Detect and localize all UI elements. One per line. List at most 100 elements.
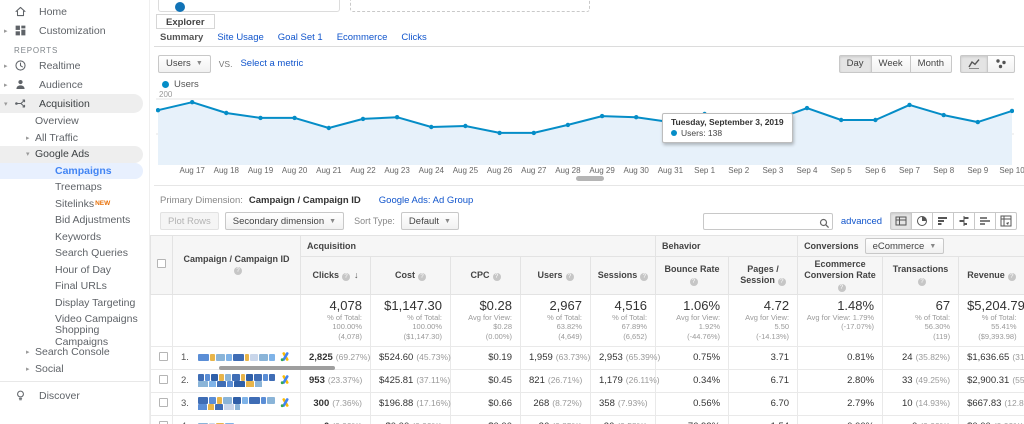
sidebar-item-sitelinks[interactable]: Sitelinks NEW — [0, 196, 143, 213]
sort-type-dropdown[interactable]: Default ▼ — [400, 212, 459, 230]
conversions-type-dropdown[interactable]: eCommerce ▼ — [864, 238, 945, 254]
subtab-clicks[interactable]: Clicks — [401, 31, 427, 43]
subtab-goal-set-1[interactable]: Goal Set 1 — [277, 31, 323, 43]
sidebar-item-keywords[interactable]: Keywords — [0, 229, 143, 246]
search-icon[interactable] — [819, 216, 830, 234]
row-checkbox[interactable] — [159, 397, 168, 407]
help-icon[interactable]: ? — [689, 278, 698, 287]
sidebar-item-shopping-campaigns[interactable]: Shopping Campaigns — [0, 324, 143, 348]
percentage-view-button[interactable] — [911, 212, 934, 230]
horizontal-scrollbar-thumb[interactable] — [219, 365, 335, 370]
metric-cell: 10 (14.93%) — [882, 391, 959, 416]
chart-collapse-handle[interactable] — [575, 176, 604, 181]
help-icon[interactable]: ? — [342, 272, 351, 281]
row-checkbox[interactable] — [159, 374, 168, 384]
help-icon[interactable]: ? — [777, 278, 786, 287]
advanced-search-link[interactable]: advanced — [840, 215, 883, 227]
line-chart-view-button[interactable] — [960, 54, 989, 73]
cell-value: $0.00 — [967, 421, 991, 424]
cell-value: 2,825 — [309, 352, 333, 364]
discover-icon — [13, 388, 28, 403]
sidebar-item-search-queries[interactable]: Search Queries — [0, 245, 143, 262]
redacted-campaign-name[interactable] — [198, 353, 275, 362]
subtab-site-usage[interactable]: Site Usage — [217, 31, 264, 43]
column-header-transactions[interactable]: Transactions? — [882, 256, 960, 295]
sidebar-item-acquisition[interactable]: ▾ Acquisition — [0, 94, 143, 113]
select-metric-link[interactable]: Select a metric — [240, 58, 304, 69]
segment-chip-all-users[interactable] — [158, 0, 340, 12]
search-input[interactable] — [702, 212, 833, 230]
sidebar-item-video-campaigns[interactable]: Video Campaigns — [0, 311, 143, 328]
sidebar-item-search-console[interactable]: ▸ Search Console — [0, 344, 143, 361]
column-header-revenue[interactable]: Revenue? — [958, 256, 1024, 295]
help-icon[interactable]: ? — [492, 272, 501, 281]
column-header-sessions[interactable]: Sessions? — [589, 256, 657, 295]
sidebar-item-campaigns[interactable]: Campaigns — [0, 162, 143, 179]
sidebar-item-social[interactable]: ▸ Social — [0, 361, 143, 378]
sidebar-item-realtime[interactable]: ▸ Realtime — [0, 56, 143, 75]
column-header-ecommerce-conversion-rate[interactable]: Ecommerce Conversion Rate? — [797, 256, 884, 295]
help-icon[interactable]: ? — [234, 267, 242, 276]
subtab-summary[interactable]: Summary — [160, 31, 204, 43]
month-granularity-button[interactable]: Month — [909, 54, 953, 73]
sidebar-item-discover[interactable]: Discover — [0, 386, 143, 405]
acquisition-icon — [13, 96, 28, 111]
chevron-right-icon[interactable]: ▸ — [26, 134, 30, 142]
secondary-dimension-dropdown[interactable]: Secondary dimension ▼ — [224, 212, 345, 230]
comparison-view-button[interactable] — [953, 212, 976, 230]
sidebar-item-all-traffic[interactable]: ▸ All Traffic — [0, 130, 143, 147]
column-header-clicks[interactable]: Clicks? ↓ — [300, 256, 371, 295]
subtab-ecommerce[interactable]: Ecommerce — [336, 31, 388, 43]
motion-chart-view-button[interactable] — [987, 54, 1016, 73]
column-header-pages-session[interactable]: Pages / Session? — [728, 256, 799, 295]
dimension-campaign-id[interactable]: Campaign / Campaign ID — [248, 194, 361, 206]
sidebar-item-google-ads[interactable]: ▾ Google Ads — [0, 146, 143, 163]
redacted-campaign-name[interactable] — [198, 397, 275, 411]
redacted-campaign-name[interactable] — [198, 374, 275, 388]
column-header-bounce-rate[interactable]: Bounce Rate? — [655, 256, 730, 295]
column-header-cpc[interactable]: CPC? — [450, 256, 521, 295]
chevron-right-icon[interactable]: ▸ — [4, 62, 8, 70]
metric-selector-dropdown[interactable]: Users ▼ — [158, 54, 211, 73]
sidebar-item-customization[interactable]: ▸ Customization — [0, 21, 143, 40]
day-granularity-button[interactable]: Day — [838, 54, 872, 73]
row-checkbox[interactable] — [159, 351, 168, 361]
chevron-right-icon[interactable]: ▸ — [26, 365, 30, 373]
help-icon[interactable]: ? — [837, 283, 846, 292]
pivot-view-button[interactable] — [995, 212, 1018, 230]
week-granularity-button[interactable]: Week — [870, 54, 911, 73]
sidebar-item-final-urls[interactable]: Final URLs — [0, 278, 143, 295]
segment-icon — [175, 2, 185, 12]
select-all-checkbox[interactable] — [157, 259, 166, 269]
redacted-campaign-name[interactable] — [198, 422, 292, 424]
sidebar-item-home[interactable]: Home — [0, 2, 143, 21]
help-icon[interactable]: ? — [918, 278, 927, 287]
help-icon[interactable]: ? — [418, 272, 426, 281]
column-header-users[interactable]: Users? — [520, 256, 591, 295]
chevron-down-icon[interactable]: ▾ — [4, 100, 8, 108]
sidebar-item-bid-adjustments[interactable]: Bid Adjustments — [0, 212, 143, 229]
performance-view-button[interactable] — [932, 212, 955, 230]
dimension-ad-group-link[interactable]: Google Ads: Ad Group — [378, 194, 474, 206]
chevron-down-icon[interactable]: ▾ — [26, 151, 30, 159]
sidebar-item-hour-of-day[interactable]: Hour of Day — [0, 262, 143, 279]
chevron-right-icon[interactable]: ▸ — [4, 81, 8, 89]
sidebar-item-treemaps[interactable]: Treemaps — [0, 179, 143, 196]
help-icon[interactable]: ? — [1007, 272, 1016, 281]
chevron-right-icon[interactable]: ▸ — [26, 349, 30, 357]
term-cloud-view-button[interactable] — [974, 212, 997, 230]
add-segment-chip[interactable] — [350, 0, 590, 12]
sidebar-item-audience[interactable]: ▸ Audience — [0, 75, 143, 94]
sidebar-item-display-targeting[interactable]: Display Targeting — [0, 295, 143, 312]
plot-rows-button[interactable]: Plot Rows — [160, 212, 219, 230]
users-timeline-chart[interactable]: 200100 Tuesday, September 3, 2019 Users:… — [156, 91, 1018, 165]
row-checkbox[interactable] — [159, 420, 168, 424]
column-header-campaign[interactable]: Campaign / Campaign ID? — [172, 235, 301, 295]
help-icon[interactable]: ? — [640, 272, 649, 281]
tab-explorer[interactable]: Explorer — [156, 14, 215, 29]
table-view-button[interactable] — [890, 212, 913, 230]
help-icon[interactable]: ? — [565, 272, 574, 281]
column-header-cost[interactable]: Cost? — [370, 256, 451, 295]
chevron-right-icon[interactable]: ▸ — [4, 27, 8, 35]
sidebar-item-overview[interactable]: Overview — [0, 113, 143, 130]
